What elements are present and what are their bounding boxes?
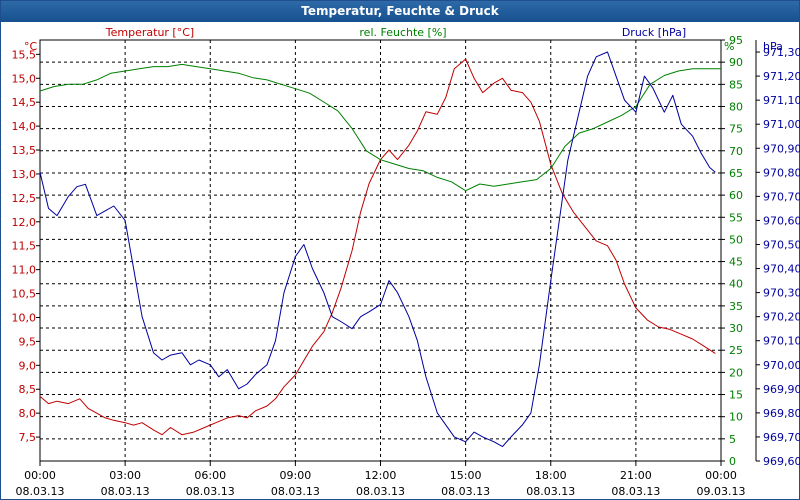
pressure-tick-label: 970,60	[763, 214, 800, 227]
humidity-tick-label: 35	[729, 300, 743, 313]
x-tick-time: 03:00	[109, 469, 141, 482]
pressure-tick-label: 970,20	[763, 311, 800, 324]
humidity-tick-label: 15	[729, 389, 743, 402]
humidity-tick-label: 0	[729, 455, 736, 468]
axes: Temperatur [°C] rel. Feuchte [%] Druck […	[12, 26, 800, 498]
humidity-tick-label: 85	[729, 78, 743, 91]
humidity-series-line	[39, 63, 721, 192]
pressure-tick-label: 970,80	[763, 166, 800, 179]
pressure-series-line	[39, 51, 716, 448]
temperature-tick-label: 9,5	[19, 335, 37, 348]
temperature-tick-label: 10,0	[12, 311, 37, 324]
humidity-tick-label: 25	[729, 344, 743, 357]
pressure-tick-label: 970,40	[763, 263, 800, 276]
humidity-tick-label: 40	[729, 278, 743, 291]
grid	[40, 40, 721, 461]
pressure-tick-label: 970,10	[763, 335, 800, 348]
pressure-tick-label: 969,80	[763, 407, 800, 420]
humidity-tick-label: 5	[729, 433, 736, 446]
temperature-tick-label: 12,0	[12, 216, 37, 229]
x-tick-date: 09.03.13	[697, 485, 746, 498]
pressure-axis-label: Druck [hPa]	[622, 26, 686, 39]
pressure-tick-label: 970,00	[763, 359, 800, 372]
pressure-tick-label: 969,60	[763, 455, 800, 468]
temperature-tick-label: 14,5	[12, 96, 37, 109]
humidity-tick-label: 10	[729, 411, 743, 424]
humidity-tick-label: 20	[729, 366, 743, 379]
pressure-tick-label: 971,30	[763, 46, 800, 59]
humidity-tick-label: 65	[729, 167, 743, 180]
humidity-tick-label: 50	[729, 233, 743, 246]
pressure-tick-label: 971,20	[763, 70, 800, 83]
x-tick-date: 08.03.13	[101, 485, 150, 498]
x-tick-date: 08.03.13	[441, 485, 490, 498]
temperature-tick-label: 8,5	[19, 383, 37, 396]
pressure-tick-label: 970,70	[763, 190, 800, 203]
x-tick-time: 06:00	[194, 469, 226, 482]
humidity-tick-label: 80	[729, 100, 743, 113]
x-tick-date: 08.03.13	[186, 485, 235, 498]
pressure-tick-label: 970,90	[763, 142, 800, 155]
temperature-tick-label: 13,0	[12, 168, 37, 181]
temperature-unit: °C	[24, 40, 38, 53]
x-tick-time: 09:00	[280, 469, 312, 482]
series-lines	[39, 51, 721, 448]
temperature-tick-label: 11,0	[12, 264, 37, 277]
temperature-axis-label: Temperatur [°C]	[105, 26, 194, 39]
pressure-tick-label: 971,10	[763, 94, 800, 107]
x-tick-date: 08.03.13	[611, 485, 660, 498]
temperature-tick-label: 7,5	[19, 431, 37, 444]
x-tick-time: 21:00	[620, 469, 652, 482]
x-tick-time: 15:00	[450, 469, 482, 482]
x-tick-time: 00:00	[24, 469, 56, 482]
humidity-tick-label: 90	[729, 56, 743, 69]
temperature-tick-label: 14,0	[12, 120, 37, 133]
x-tick-time: 18:00	[535, 469, 567, 482]
temperature-tick-label: 15,0	[12, 72, 37, 85]
humidity-tick-label: 60	[729, 189, 743, 202]
humidity-tick-label: 75	[729, 123, 743, 136]
temperature-tick-label: 15,5	[12, 48, 37, 61]
pressure-tick-label: 971,00	[763, 118, 800, 131]
pressure-tick-label: 969,70	[763, 431, 800, 444]
pressure-tick-label: 969,90	[763, 383, 800, 396]
humidity-tick-label: 30	[729, 322, 743, 335]
pressure-tick-label: 970,30	[763, 287, 800, 300]
temperature-tick-label: 13,5	[12, 144, 37, 157]
humidity-tick-label: 45	[729, 256, 743, 269]
x-tick-date: 08.03.13	[16, 485, 65, 498]
humidity-axis-label: rel. Feuchte [%]	[359, 26, 446, 39]
temperature-tick-label: 8,0	[19, 407, 37, 420]
x-tick-time: 12:00	[365, 469, 397, 482]
humidity-unit: %	[724, 40, 734, 53]
temperature-tick-label: 10,5	[12, 288, 37, 301]
humidity-tick-label: 95	[729, 34, 743, 47]
humidity-tick-label: 70	[729, 145, 743, 158]
pressure-unit: hPa	[763, 40, 783, 53]
x-tick-time: 00:00	[705, 469, 737, 482]
pressure-tick-label: 970,50	[763, 238, 800, 251]
x-tick-date: 08.03.13	[271, 485, 320, 498]
temperature-tick-label: 9,0	[19, 359, 37, 372]
x-tick-date: 08.03.13	[526, 485, 575, 498]
temperature-series-line	[39, 58, 716, 436]
temperature-tick-label: 12,5	[12, 192, 37, 205]
window-title: Temperatur, Feuchte & Druck	[1, 1, 799, 22]
humidity-tick-label: 55	[729, 211, 743, 224]
x-tick-date: 08.03.13	[356, 485, 405, 498]
temperature-tick-label: 11,5	[12, 240, 37, 253]
